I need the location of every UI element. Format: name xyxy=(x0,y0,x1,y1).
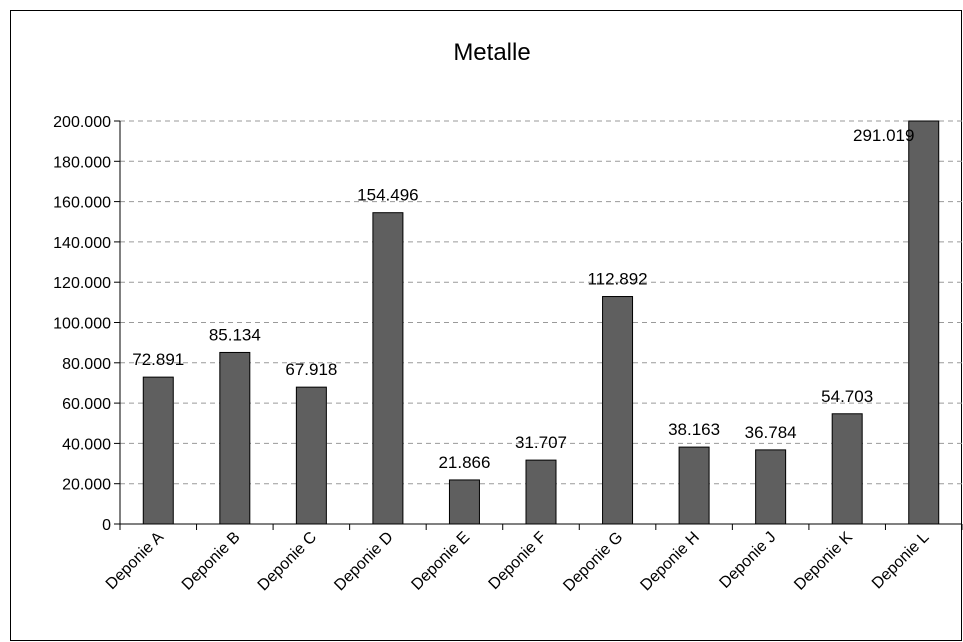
y-tick-label: 160.000 xyxy=(53,195,111,212)
chart-title: Metalle xyxy=(453,39,530,66)
y-tick-label: 140.000 xyxy=(53,235,111,252)
data-label: 85.134 xyxy=(209,325,261,344)
bar xyxy=(831,413,863,525)
x-tick-label: Deponie F xyxy=(486,529,550,593)
data-label: 291.019 xyxy=(853,126,914,145)
bar xyxy=(219,351,251,525)
x-tick-label: Deponie B xyxy=(179,529,244,594)
y-tick-label: 20.000 xyxy=(62,477,111,494)
bars xyxy=(142,120,940,525)
data-label: 67.918 xyxy=(285,360,337,379)
bar xyxy=(602,296,634,525)
y-tick-label: 0 xyxy=(102,517,111,534)
data-label: 21.866 xyxy=(438,453,490,472)
y-tick-label: 100.000 xyxy=(53,316,111,333)
y-tick-label: 80.000 xyxy=(62,356,111,373)
bar xyxy=(448,479,480,525)
x-tick-label: Deponie K xyxy=(791,529,856,594)
bar xyxy=(142,376,174,525)
y-tick-label: 120.000 xyxy=(53,275,111,292)
bar xyxy=(755,449,787,525)
data-label: 154.496 xyxy=(357,186,418,205)
x-tick-label: Deponie A xyxy=(103,529,167,593)
x-tick-label: Deponie D xyxy=(331,529,396,594)
data-label: 72.891 xyxy=(132,350,184,369)
x-axis-labels: Deponie A Deponie B Deponie C Deponie D Depo… xyxy=(103,524,963,595)
data-label: 112.892 xyxy=(587,270,647,289)
x-tick-label: Deponie H xyxy=(637,529,702,594)
data-label: 31.707 xyxy=(515,433,567,452)
x-tick-label: Deponie L xyxy=(869,529,933,593)
y-axis-ticks: 0 20.000 40.000 60.000 80.000 100.000 120.000 1… xyxy=(53,114,120,534)
bar xyxy=(295,386,327,525)
bar xyxy=(525,459,557,525)
data-label: 38.163 xyxy=(668,420,720,439)
x-tick-label: Deponie J xyxy=(716,529,779,592)
x-tick-label: Deponie C xyxy=(255,529,320,594)
data-label: 36.784 xyxy=(745,423,797,442)
y-tick-label: 180.000 xyxy=(53,154,111,171)
y-tick-label: 60.000 xyxy=(62,396,111,413)
data-label: 54.703 xyxy=(821,387,873,406)
bar xyxy=(678,446,710,525)
x-tick-label: Deponie E xyxy=(408,529,473,594)
data-labels: 72.891 85.134 67.918 154.496 21.866 31.707 112… xyxy=(132,126,914,472)
y-tick-label: 40.000 xyxy=(62,436,111,453)
bar xyxy=(908,120,940,525)
x-tick-label: Deponie G xyxy=(560,529,626,595)
bar xyxy=(372,212,404,525)
chart-area xyxy=(10,10,962,641)
y-tick-label: 200.000 xyxy=(53,114,111,131)
